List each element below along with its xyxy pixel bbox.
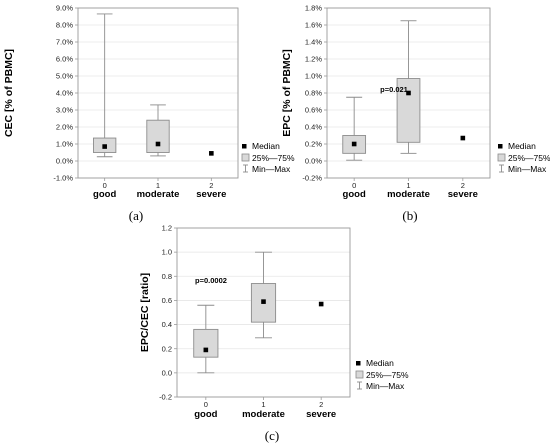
x-tick-label: 1 bbox=[406, 181, 410, 190]
legend-whisker-label: Min—Max bbox=[508, 164, 547, 174]
category-label: good bbox=[93, 189, 116, 200]
x-tick-label: 2 bbox=[461, 181, 465, 190]
median-marker bbox=[460, 135, 466, 141]
y-tick-label: 6.0% bbox=[56, 55, 73, 64]
y-tick-label: 8.0% bbox=[56, 21, 73, 30]
y-tick-label: 0.0 bbox=[162, 368, 172, 377]
y-axis-label: EPC/CEC [ratio] bbox=[139, 273, 151, 352]
x-tick-label: 0 bbox=[352, 181, 356, 190]
y-tick-label: -1.0% bbox=[53, 174, 73, 183]
y-tick-label: 1.6% bbox=[305, 21, 322, 30]
legend-whisker-label: Min—Max bbox=[366, 381, 405, 391]
y-tick-label: 9.0% bbox=[56, 4, 73, 13]
legend-median-swatch bbox=[356, 361, 361, 366]
median-marker bbox=[406, 90, 411, 96]
panel-label: (b) bbox=[402, 208, 417, 223]
category-label: moderate bbox=[387, 189, 430, 200]
median-marker bbox=[209, 151, 214, 156]
panel-label: (c) bbox=[265, 428, 279, 443]
y-tick-label: 1.2% bbox=[305, 55, 322, 64]
chart-panel-a: -1.0% 0.0% 1.0% 2.0% 3.0% 4.0% 5.0% 6.0% 7.0% 8.0… bbox=[3, 4, 295, 223]
y-tick-label: 1.2 bbox=[162, 224, 172, 233]
category-label: good bbox=[194, 409, 217, 420]
y-tick-label: 3.0% bbox=[56, 106, 73, 115]
legend-median-swatch bbox=[498, 144, 503, 149]
y-tick-label: 0.6% bbox=[305, 106, 322, 115]
median-marker bbox=[102, 144, 107, 149]
legend-box-swatch bbox=[241, 153, 250, 162]
y-tick-label: 0.4 bbox=[162, 320, 172, 329]
x-tick-label: 2 bbox=[209, 181, 213, 190]
y-tick-label: 1.0 bbox=[162, 248, 172, 257]
category-label: moderate bbox=[137, 189, 180, 200]
iqr-box bbox=[396, 78, 421, 143]
y-tick-label: 0.6 bbox=[162, 296, 172, 305]
y-tick-label: 4.0% bbox=[56, 89, 73, 98]
y-tick-label: 0.2 bbox=[162, 344, 172, 353]
median-marker bbox=[318, 301, 324, 307]
y-tick-label: 1.8% bbox=[305, 4, 322, 13]
y-axis-label: EPC [% of PBMC] bbox=[281, 49, 293, 137]
legend-median-label: Median bbox=[508, 141, 536, 151]
median-marker bbox=[351, 141, 357, 147]
x-tick-label: 1 bbox=[156, 181, 160, 190]
legend-median-label: Median bbox=[366, 358, 394, 368]
median-marker bbox=[261, 299, 266, 304]
category-label: moderate bbox=[242, 409, 285, 420]
y-tick-label: -0.2% bbox=[302, 174, 322, 183]
x-tick-label: 1 bbox=[261, 400, 265, 409]
median-marker bbox=[203, 347, 209, 353]
legend-box-label: 25%—75% bbox=[366, 370, 409, 380]
legend: Median 25%—75%Min—Max bbox=[497, 141, 550, 174]
y-tick-label: 7.0% bbox=[56, 38, 73, 47]
y-tick-label: 0.0% bbox=[305, 157, 322, 166]
median-marker bbox=[155, 141, 161, 147]
y-tick-label: 2.0% bbox=[56, 123, 73, 132]
chart-panel-b: -0.2% 0.0% 0.2% 0.4% 0.6% 0.8% 1.0% 1.2% 1.4% 1.6… bbox=[281, 4, 550, 223]
legend-median-swatch bbox=[242, 144, 247, 149]
y-tick-label: 0.0% bbox=[56, 157, 73, 166]
y-tick-label: 1.0% bbox=[56, 140, 73, 149]
x-tick-label: 2 bbox=[319, 400, 323, 409]
iqr-box bbox=[146, 119, 170, 153]
panel-label: (a) bbox=[129, 208, 143, 223]
legend-box-label: 25%—75% bbox=[508, 153, 550, 163]
legend-median-label: Median bbox=[252, 141, 280, 151]
y-axis-label: CEC [% of PBMC] bbox=[3, 49, 15, 137]
y-tick-label: 1.0% bbox=[305, 72, 322, 81]
legend: Median 25%—75%Min—Max bbox=[355, 358, 409, 391]
y-tick-label: 0.8% bbox=[305, 89, 322, 98]
legend: Median 25%—75%Min—Max bbox=[241, 141, 295, 174]
category-label: severe bbox=[306, 409, 336, 420]
y-tick-label: 0.4% bbox=[305, 123, 322, 132]
y-tick-label: -0.2 bbox=[159, 393, 172, 402]
iqr-box bbox=[193, 328, 219, 358]
category-label: severe bbox=[196, 189, 226, 200]
legend-whisker-label: Min—Max bbox=[252, 164, 291, 174]
p-value-annotation: p=0.0002 bbox=[195, 276, 227, 285]
p-value-annotation: p=0.021 bbox=[380, 85, 408, 94]
y-tick-label: 5.0% bbox=[56, 72, 73, 81]
legend-box-swatch bbox=[497, 153, 506, 162]
y-tick-label: 0.2% bbox=[305, 140, 322, 149]
legend-box-swatch bbox=[355, 370, 364, 379]
y-tick-label: 0.8 bbox=[162, 272, 172, 281]
category-label: good bbox=[343, 189, 366, 200]
y-tick-label: 1.4% bbox=[305, 38, 322, 47]
legend-box-label: 25%—75% bbox=[252, 153, 295, 163]
x-tick-label: 0 bbox=[103, 181, 107, 190]
category-label: severe bbox=[448, 189, 478, 200]
x-tick-label: 0 bbox=[204, 400, 208, 409]
